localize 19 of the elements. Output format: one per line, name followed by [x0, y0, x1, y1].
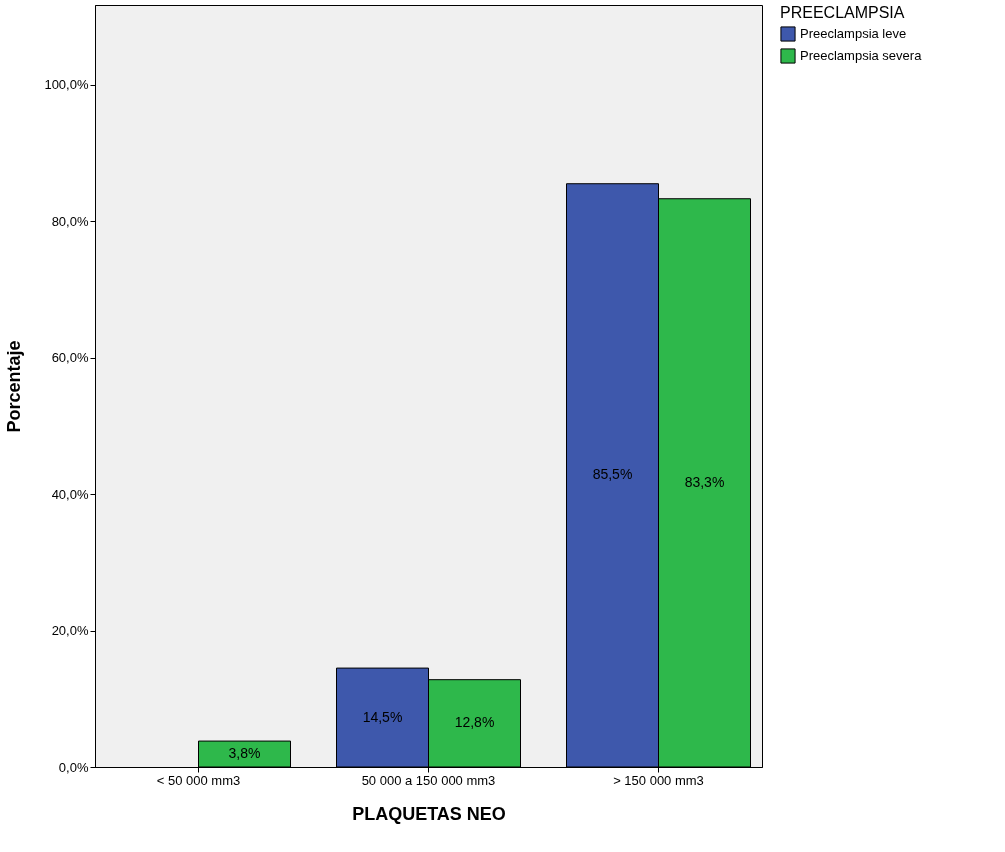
x-tick-label: < 50 000 mm3 — [156, 772, 241, 788]
data-label: 12,8% — [454, 714, 495, 731]
legend-label: Preeclampsia leve — [800, 26, 907, 41]
data-label: 14,5% — [362, 708, 403, 725]
data-label: 3,8% — [228, 745, 261, 762]
legend-label: Preeclampsia severa — [800, 48, 923, 63]
y-tick-label: 20,0% — [51, 623, 89, 639]
y-tick-label: 80,0% — [51, 213, 89, 229]
y-tick-label: 100,0% — [44, 77, 89, 93]
x-axis-title: PLAQUETAS NEO — [352, 803, 506, 824]
y-tick-label: 60,0% — [51, 350, 89, 366]
legend-title: PREECLAMPSIA — [780, 4, 905, 21]
data-label: 85,5% — [592, 466, 633, 483]
x-tick-label: 50 000 a 150 000 mm3 — [361, 772, 496, 788]
x-tick-label: > 150 000 mm3 — [613, 772, 704, 788]
y-axis-title: Porcentaje — [4, 340, 25, 433]
data-label: 83,3% — [684, 473, 725, 490]
y-tick-label: 0,0% — [58, 759, 89, 775]
y-tick-label: 40,0% — [51, 486, 89, 502]
